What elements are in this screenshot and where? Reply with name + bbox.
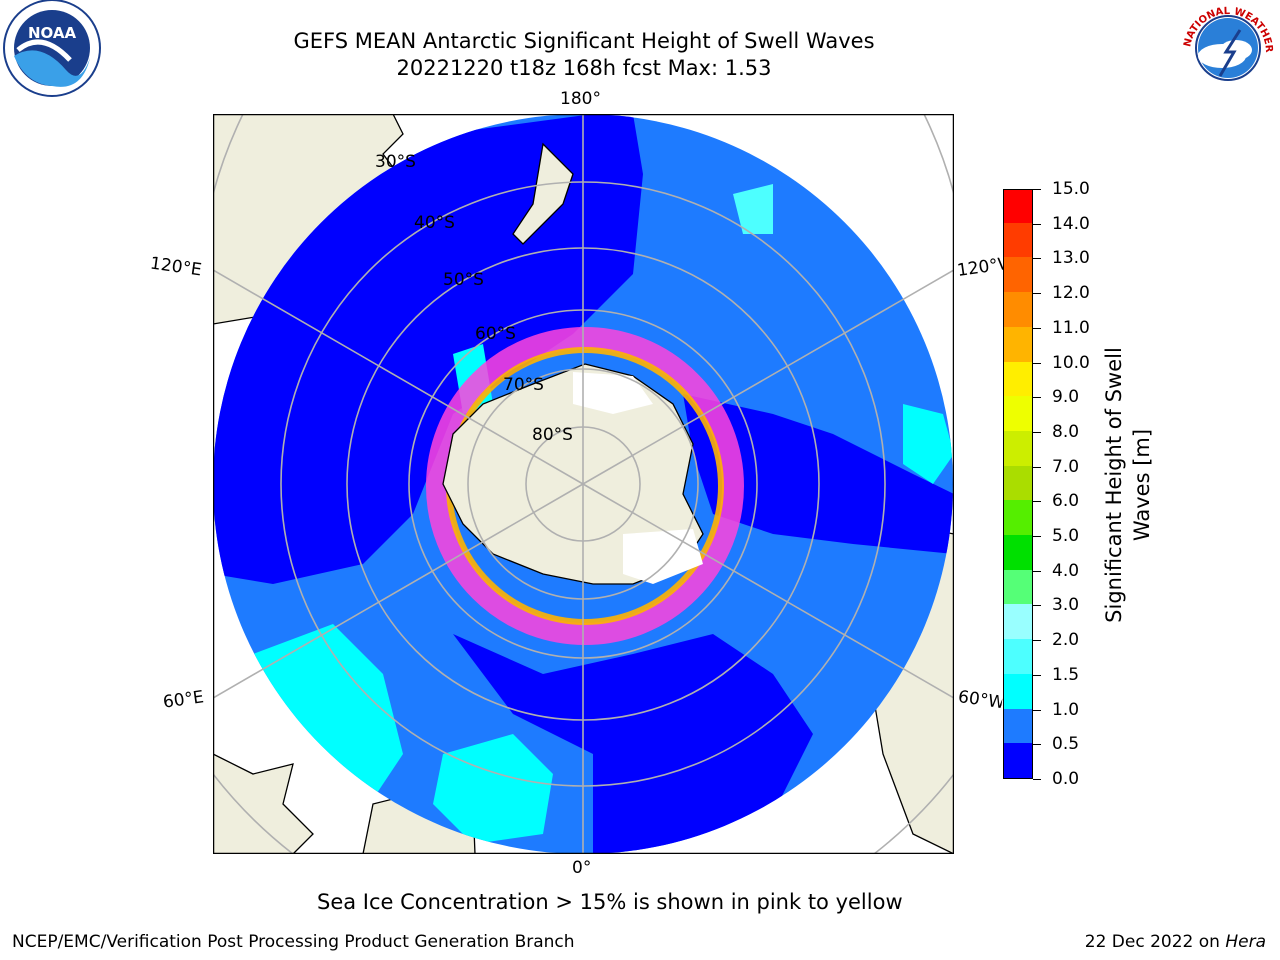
colorbar-segment xyxy=(1004,708,1032,744)
colorbar-tick-label: 7.0 xyxy=(1052,456,1080,477)
lon-label-120e: 120°E xyxy=(148,253,203,281)
colorbar-tick xyxy=(1033,744,1041,746)
colorbar-segment xyxy=(1004,395,1032,431)
lon-label-60e: 60°E xyxy=(161,687,206,713)
colorbar-segment xyxy=(1004,326,1032,362)
ice-shelf-weddell xyxy=(623,529,703,584)
map-title: GEFS MEAN Antarctic Significant Height o… xyxy=(293,29,875,53)
colorbar xyxy=(1003,189,1033,779)
noaa-logo: NOAA xyxy=(0,0,104,100)
colorbar-tick-label: 4.0 xyxy=(1052,560,1080,581)
ocean-high-north xyxy=(733,184,773,234)
footer-date: 22 Dec 2022 on Hera xyxy=(1085,932,1266,952)
meridian-60w xyxy=(582,483,955,699)
colorbar-tick xyxy=(1033,640,1041,642)
colorbar-segment xyxy=(1004,603,1032,640)
colorbar-segment xyxy=(1004,222,1032,258)
colorbar-tick xyxy=(1033,189,1041,190)
colorbar-tick xyxy=(1033,431,1041,433)
colorbar-tick-label: 9.0 xyxy=(1052,387,1080,408)
meridian-120w xyxy=(582,269,955,485)
colorbar-segment xyxy=(1004,465,1032,501)
colorbar-tick-label: 2.0 xyxy=(1052,630,1080,651)
colorbar-segment xyxy=(1004,742,1032,778)
colorbar-tick-label: 11.0 xyxy=(1052,317,1090,338)
colorbar-tick xyxy=(1033,327,1041,329)
colorbar-tick-label: 13.0 xyxy=(1052,248,1090,269)
colorbar-tick xyxy=(1033,570,1041,572)
lon-label-60w: 60°W xyxy=(956,687,1004,713)
colorbar-tick xyxy=(1033,674,1041,676)
nws-logo: NATIONAL WEATHER SERVICE xyxy=(1172,0,1280,100)
colorbar-tick-label: 15.0 xyxy=(1052,179,1090,199)
map-border xyxy=(212,113,955,855)
ocean-low-atlantic xyxy=(453,634,813,854)
lat-label-80s: 80°S xyxy=(532,425,573,445)
lat-label-50s: 50°S xyxy=(443,270,484,290)
lat-circle-20s-arcs xyxy=(212,113,955,855)
ice-shelf-ross xyxy=(573,372,653,414)
colorbar-tick xyxy=(1033,501,1041,503)
lat-label-70s: 70°S xyxy=(503,375,544,395)
colorbar-tick-label: 5.0 xyxy=(1052,526,1080,547)
colorbar-segment xyxy=(1004,291,1032,327)
noaa-logo-text: NOAA xyxy=(28,24,77,42)
colorbar-tick xyxy=(1033,536,1041,538)
colorbar-segment xyxy=(1004,638,1032,674)
colorbar-segment xyxy=(1004,534,1032,570)
colorbar-tick xyxy=(1033,258,1041,260)
footer-machine: Hera xyxy=(1225,932,1266,952)
colorbar-tick xyxy=(1033,466,1041,468)
colorbar-tick xyxy=(1033,397,1041,399)
colorbar-tick xyxy=(1033,362,1041,364)
colorbar-segment xyxy=(1004,673,1032,709)
colorbar-segment xyxy=(1004,499,1032,536)
colorbar-tick-label: 0.5 xyxy=(1052,734,1080,755)
lat-label-30s: 30°S xyxy=(375,152,416,172)
polar-map-svg xyxy=(212,113,955,856)
meridian-60e xyxy=(212,483,584,699)
lat-label-40s: 40°S xyxy=(414,213,455,233)
footer-branch: NCEP/EMC/Verification Post Processing Pr… xyxy=(12,932,575,952)
colorbar-tick xyxy=(1033,709,1041,711)
sea-ice-ring xyxy=(426,327,744,645)
lon-label-0: 0° xyxy=(572,858,592,878)
lat-label-60s: 60°S xyxy=(475,324,516,344)
colorbar-tick-label: 1.5 xyxy=(1052,664,1080,685)
sea-ice-note: Sea Ice Concentration > 15% is shown in … xyxy=(317,890,903,914)
colorbar-tick-label: 10.0 xyxy=(1052,352,1090,373)
colorbar-segment xyxy=(1004,361,1032,397)
colorbar-segment xyxy=(1004,430,1032,466)
meridian-120e xyxy=(212,269,584,485)
footer-date-text: 22 Dec 2022 on xyxy=(1084,932,1226,952)
land-new-zealand xyxy=(512,142,574,245)
colorbar-tick-label: 1.0 xyxy=(1052,699,1080,720)
colorbar-tick xyxy=(1033,779,1041,780)
colorbar-tick-label: 8.0 xyxy=(1052,421,1080,442)
colorbar-segment xyxy=(1004,190,1032,223)
colorbar-tick-label: 0.0 xyxy=(1052,769,1080,789)
lon-label-180: 180° xyxy=(560,89,601,109)
colorbar-tick xyxy=(1033,605,1041,607)
colorbar-tick-label: 14.0 xyxy=(1052,213,1090,234)
colorbar-title: Significant Height of Swell Waves [m] xyxy=(1100,275,1156,695)
colorbar-segment xyxy=(1004,569,1032,605)
colorbar-title-line1: Significant Height of Swell xyxy=(1102,347,1126,623)
land-antarctica xyxy=(442,363,704,585)
colorbar-tick-label: 3.0 xyxy=(1052,595,1080,616)
colorbar-title-line2: Waves [m] xyxy=(1130,428,1154,542)
ocean-high-east xyxy=(903,404,953,484)
colorbar-tick xyxy=(1033,223,1041,225)
map-subtitle: 20221220 t18z 168h fcst Max: 1.53 xyxy=(396,56,772,80)
colorbar-segment xyxy=(1004,256,1032,293)
colorbar-tick-label: 6.0 xyxy=(1052,491,1080,512)
colorbar-tick xyxy=(1033,293,1041,295)
colorbar-tick-label: 12.0 xyxy=(1052,283,1090,304)
polar-map xyxy=(212,113,955,856)
